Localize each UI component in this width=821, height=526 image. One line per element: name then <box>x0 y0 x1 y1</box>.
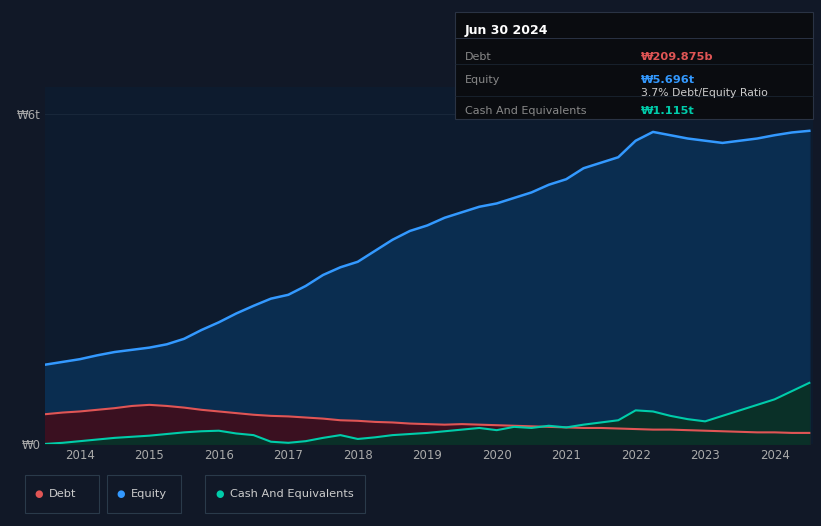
Text: ₩5.696t: ₩5.696t <box>641 75 695 85</box>
Text: ₩1.115t: ₩1.115t <box>641 106 695 116</box>
Text: ₩209.875b: ₩209.875b <box>641 52 713 62</box>
Text: Equity: Equity <box>131 489 167 499</box>
Text: ●: ● <box>34 489 43 499</box>
Text: Cash And Equivalents: Cash And Equivalents <box>465 106 586 116</box>
Text: 3.7% Debt/Equity Ratio: 3.7% Debt/Equity Ratio <box>641 88 768 98</box>
Text: Equity: Equity <box>465 75 500 85</box>
Text: Cash And Equivalents: Cash And Equivalents <box>230 489 354 499</box>
Text: Jun 30 2024: Jun 30 2024 <box>465 24 548 37</box>
Text: ●: ● <box>117 489 125 499</box>
Text: Debt: Debt <box>465 52 492 62</box>
Text: ●: ● <box>215 489 223 499</box>
Text: Debt: Debt <box>49 489 76 499</box>
